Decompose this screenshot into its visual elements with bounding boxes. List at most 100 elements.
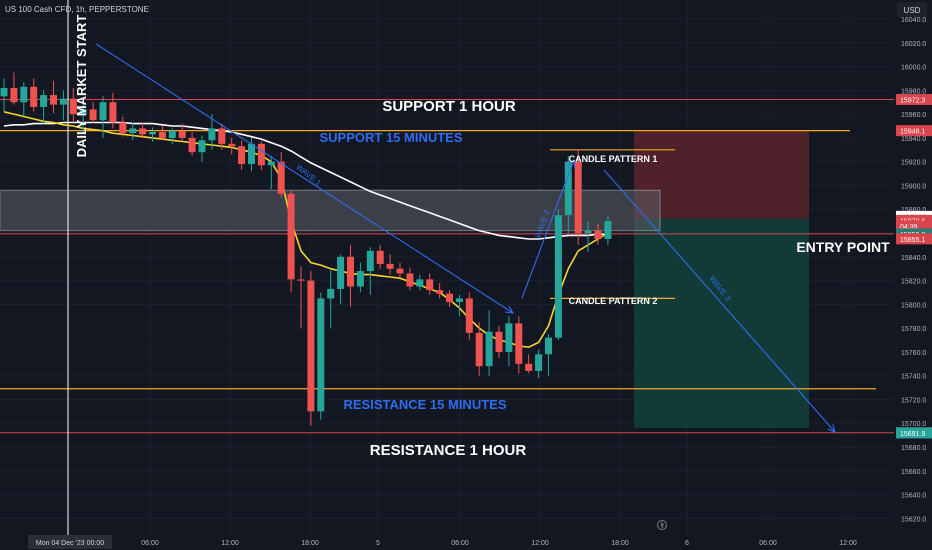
price-tick-label: 16040.0 [901,17,926,24]
time-tick-label: 12:00 [221,540,239,547]
candle-body [257,143,265,166]
take-profit-zone [634,218,809,428]
candle-body [238,146,246,165]
candle-body [356,271,364,287]
candle-body [386,263,394,269]
label-support-1h: SUPPORT 1 HOUR [382,98,516,115]
time-tick-label: 6 [685,540,689,547]
candle-body [20,86,28,103]
candle-body [228,143,236,147]
candle-body [584,230,592,234]
time-axis[interactable]: Mon 04 Dec '23 00:00 [0,535,894,550]
candle-body [436,290,444,294]
candle-body [475,332,483,367]
wave-3-arrow-head [827,424,836,433]
price-tick-label: 15880.0 [901,207,926,214]
candle-body [168,130,176,138]
candle-body [30,86,38,107]
price-label-red1: 15972.3 [900,98,925,105]
label-resistance-1h: RESISTANCE 1 HOUR [370,442,527,459]
price-tick-label: 15680.0 [901,445,926,452]
candle-body [59,98,67,105]
candle-body [416,279,424,287]
candle-body [525,363,533,371]
candle-body [178,130,186,138]
candle-body [337,256,345,289]
price-tick-label: 15980.0 [901,88,926,95]
price-label-red1-bg [896,94,932,106]
price-ticks: 16040.0 16020.0 16000.0 15980.0 15960.0 15940… [901,17,926,523]
ema-slow-line [3,121,608,240]
candle-body [149,131,156,135]
time-tick-label: 06:00 [451,540,469,547]
candle-body [277,161,285,194]
label-resistance-15m: RESISTANCE 15 MINUTES [343,397,506,412]
candle-body [307,280,315,412]
candle-body [248,143,255,165]
label-candle-pattern-1: CANDLE PATTERN 1 [569,154,658,164]
currency-button[interactable] [897,2,927,17]
label-entry-point: ENTRY POINT [796,239,890,255]
candle-body [158,131,166,138]
price-tick-label: 15720.0 [901,397,926,404]
price-tick-label: 15780.0 [901,326,926,333]
position-zones [0,130,809,428]
price-label-pr2: 15855.1 [900,237,925,244]
candle-body [485,331,493,367]
candle-body [10,87,18,103]
candle-body [218,128,226,144]
price-tick-label: 15840.0 [901,255,926,262]
candle-body [376,250,384,264]
wave-1-arrow-head [504,305,515,314]
wave-2-arrow-head [567,158,576,169]
candle-body [188,137,196,153]
price-tick-label: 16020.0 [901,41,926,48]
symbol-info[interactable]: US 100 Cash CFD, 1h, PEPPERSTONE [5,5,149,14]
candle-body [505,323,513,352]
reset-icon[interactable] [657,520,667,530]
candle-body [406,273,414,287]
stop-loss-zone [634,130,809,219]
price-label-cd-bg [896,220,932,232]
level-lines [0,0,894,535]
price-tick-label: 15640.0 [901,493,926,500]
candle-body [426,279,434,291]
candle-body [317,298,325,412]
price-axis-bg [894,0,932,550]
wave-1-arrow [95,43,514,314]
wave-2-arrow [521,159,575,299]
price-label-cd: 04:39 [900,224,918,231]
candle-body [267,161,275,166]
candle-body [287,193,295,280]
candle-body [554,215,562,338]
candle-body [495,331,503,352]
price-labels: 15972.315946.1NAS10015870.604:3915859.31… [896,94,932,439]
candle-body [208,128,216,141]
candle-body [604,221,612,239]
candle-body [535,354,543,371]
candle-body [79,109,87,115]
price-tick-label: 15920.0 [901,160,926,167]
drawings [95,43,836,433]
candle-body [40,95,48,107]
price-axis[interactable]: USD [894,0,932,550]
price-label-red2-bg [896,125,932,137]
label-candle-pattern-2: CANDLE PATTERN 2 [569,296,658,306]
time-ticks: 06:00 12:00 18:00 5 06:00 12:00 18:00 6 06:00 12:… [141,540,857,547]
wave-3-arrow [603,169,836,433]
price-tick-label: 15820.0 [901,279,926,286]
price-tick-label: 15700.0 [901,421,926,428]
time-axis-bg [0,535,894,550]
price-tick-label: 16000.0 [901,65,926,72]
label-support-15m: SUPPORT 15 MINUTES [319,130,462,145]
candle-body [129,128,137,134]
price-label-gr2: 15691.9 [900,431,925,438]
time-tick-label: 18:00 [301,540,319,547]
candle-body [297,279,305,281]
price-tick-label: 15760.0 [901,350,926,357]
price-tick-label: 15660.0 [901,469,926,476]
candle-body [594,230,602,239]
label-daily-market-start: DAILY MARKET START [74,15,89,158]
candle-body [455,298,463,302]
